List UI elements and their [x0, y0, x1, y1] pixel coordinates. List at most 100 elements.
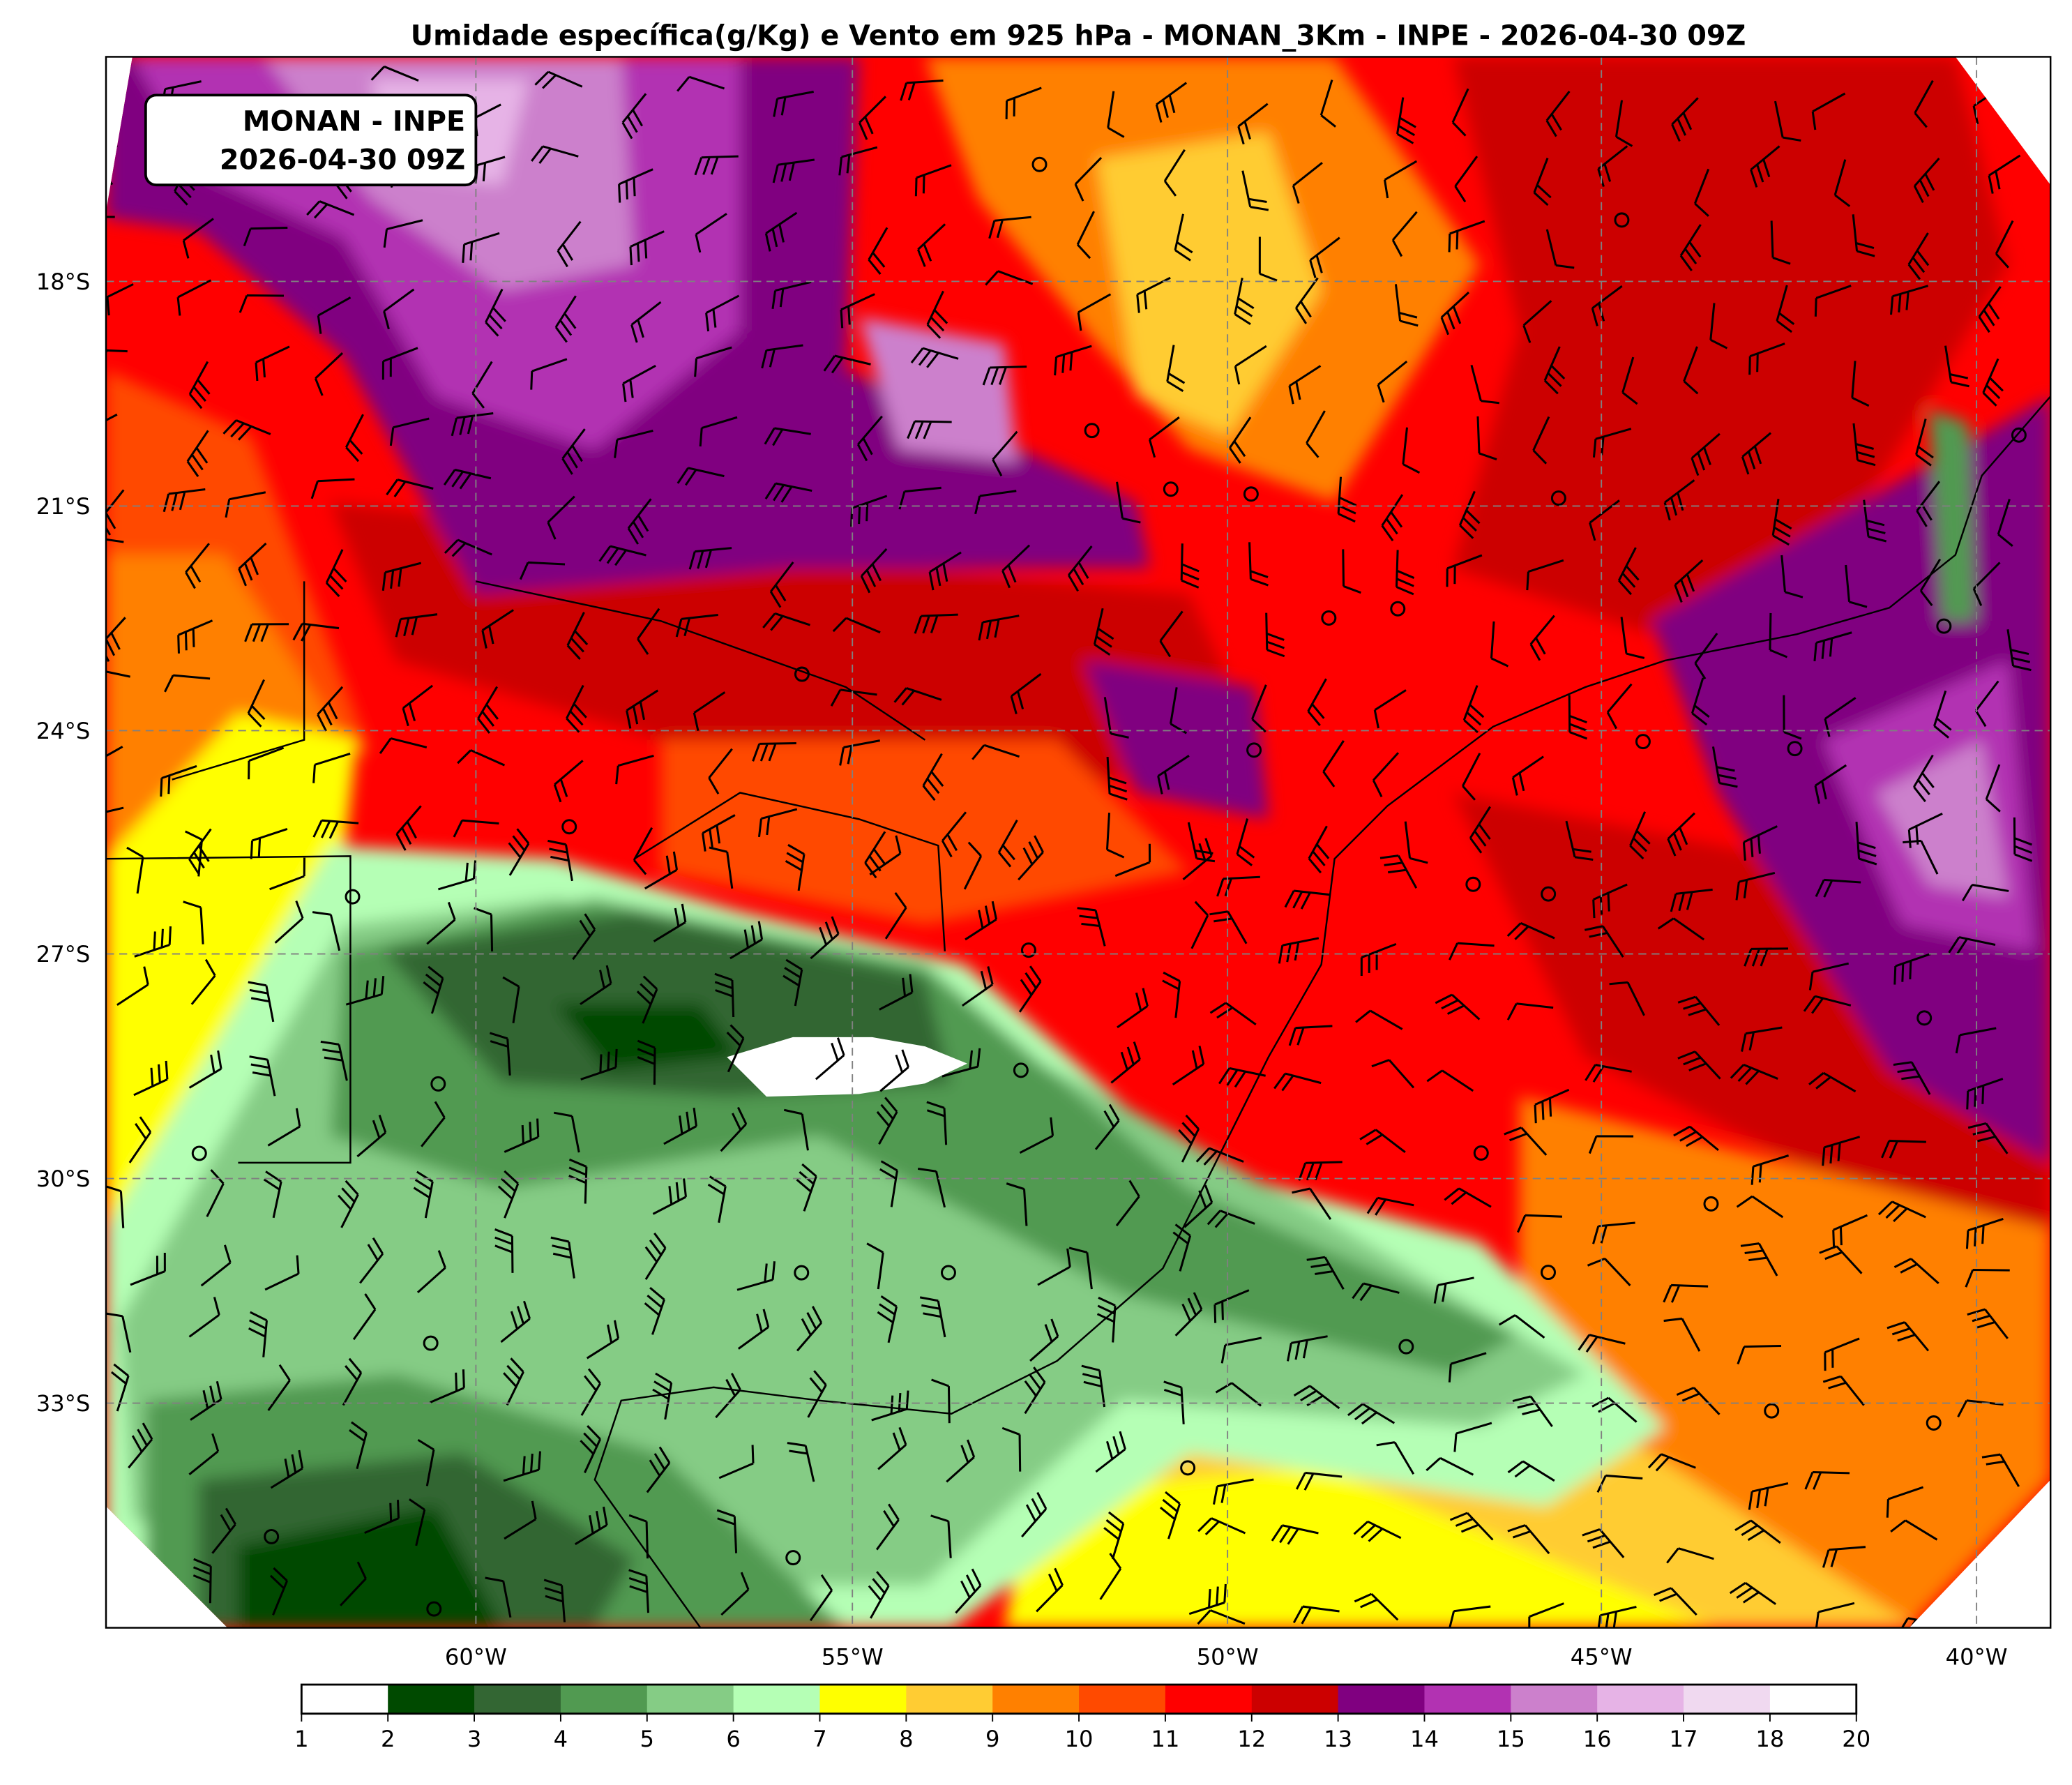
wind-barb — [1741, 1026, 1783, 1052]
wind-barb — [110, 1363, 130, 1412]
wind-barb — [1229, 416, 1252, 464]
wind-barb — [248, 746, 285, 780]
wind-barb — [106, 617, 126, 662]
wind-barb — [1913, 157, 1940, 203]
wind-barb — [1965, 1218, 2004, 1249]
wind-barb — [1114, 843, 1151, 878]
wind-barb — [807, 1370, 827, 1418]
wind-barb — [1512, 1395, 1553, 1427]
wind-barb — [1919, 558, 1942, 607]
wind-barb — [162, 488, 206, 513]
calm-wind-circle — [1473, 1145, 1489, 1161]
wind-barb — [815, 1037, 845, 1080]
wind-barb — [1621, 356, 1638, 405]
wind-barb — [188, 361, 211, 409]
wind-barb — [274, 901, 304, 944]
wind-barb — [1021, 1491, 1048, 1538]
wind-barb — [267, 1364, 291, 1411]
wind-barb — [188, 1433, 220, 1476]
wind-barb — [1322, 740, 1345, 788]
wind-barb — [769, 561, 794, 608]
wind-barb — [426, 901, 456, 945]
wind-barb — [2013, 817, 2033, 862]
wind-barb — [312, 752, 351, 783]
wind-barb — [1824, 1337, 1860, 1371]
wind-barb — [1241, 170, 1269, 211]
wind-barb — [500, 1300, 531, 1343]
wind-barb — [615, 754, 654, 785]
region-dark-red — [1453, 57, 2009, 635]
wind-barb — [1306, 410, 1326, 458]
wind-barb — [839, 739, 880, 766]
wind-barb — [1663, 1283, 1709, 1303]
wind-barb — [1288, 365, 1322, 405]
wind-barb — [1381, 494, 1404, 542]
wind-barb — [1676, 1387, 1721, 1415]
y-tick-label: 24°S — [36, 718, 90, 744]
colorbar-tick-label: 6 — [726, 1726, 740, 1752]
wind-barb — [1890, 1519, 1938, 1541]
wind-barb — [1284, 889, 1331, 910]
wind-barb — [900, 79, 944, 101]
wind-barb — [1490, 621, 1509, 668]
wind-barb — [580, 1048, 618, 1080]
wind-barb — [186, 430, 209, 478]
wind-barb — [1948, 936, 1996, 956]
wind-barb — [1735, 871, 1776, 901]
wind-barb — [345, 414, 364, 462]
region-yellow — [106, 713, 357, 1256]
wind-barb — [1209, 910, 1248, 944]
wind-barb — [1433, 1276, 1474, 1304]
wind-barb — [652, 1178, 687, 1215]
wind-barb — [312, 819, 359, 839]
wind-barb — [222, 419, 271, 441]
wind-barb — [386, 479, 434, 497]
wind-barb — [481, 609, 514, 649]
wind-barb — [796, 1163, 817, 1212]
wind-barb — [553, 760, 584, 803]
wind-barb — [1748, 1482, 1789, 1510]
wind-barb — [389, 417, 430, 446]
wind-barb — [338, 1180, 359, 1228]
colorbar-swatch — [1079, 1685, 1166, 1714]
wind-barb — [340, 1561, 367, 1606]
wind-barb — [1005, 86, 1042, 119]
wind-barb — [1006, 1182, 1028, 1226]
wind-barb — [1248, 542, 1269, 587]
wind-barb — [1115, 1180, 1140, 1227]
wind-barb — [1978, 285, 2002, 333]
wind-barb — [1306, 1256, 1345, 1290]
wind-barb — [185, 830, 203, 877]
wind-barb — [1074, 156, 1103, 202]
wind-barb — [188, 828, 212, 875]
wind-barb — [1997, 499, 2013, 547]
wind-barb — [106, 283, 134, 319]
region-darkest-green — [555, 1004, 741, 1071]
wind-barb — [1162, 971, 1181, 1018]
wind-barb — [504, 1118, 540, 1153]
wind-barb — [868, 1571, 890, 1619]
wind-barb — [417, 1438, 435, 1486]
gridlines — [106, 57, 2051, 1628]
wind-barb — [729, 921, 764, 960]
colorbar-swatch — [474, 1685, 561, 1714]
wind-barb — [211, 1507, 236, 1554]
wind-barb — [381, 347, 418, 380]
wind-barb — [1209, 1002, 1257, 1026]
wind-barb — [1679, 224, 1702, 271]
wind-barb — [930, 1514, 952, 1558]
wind-barb — [1814, 764, 1847, 804]
wind-barb — [1218, 1067, 1266, 1088]
wind-barb — [1103, 697, 1129, 739]
wind-barb — [629, 230, 665, 266]
wind-barb — [342, 1357, 363, 1406]
wind-barb — [630, 301, 662, 343]
wind-barb — [1166, 345, 1186, 392]
wind-barb — [992, 430, 1018, 476]
wind-barb — [783, 1108, 809, 1151]
wind-barb — [106, 489, 125, 536]
wind-barb — [1095, 1431, 1126, 1473]
wind-barb — [1529, 615, 1555, 661]
wind-barb — [1337, 476, 1357, 523]
wind-barb — [876, 1097, 898, 1145]
